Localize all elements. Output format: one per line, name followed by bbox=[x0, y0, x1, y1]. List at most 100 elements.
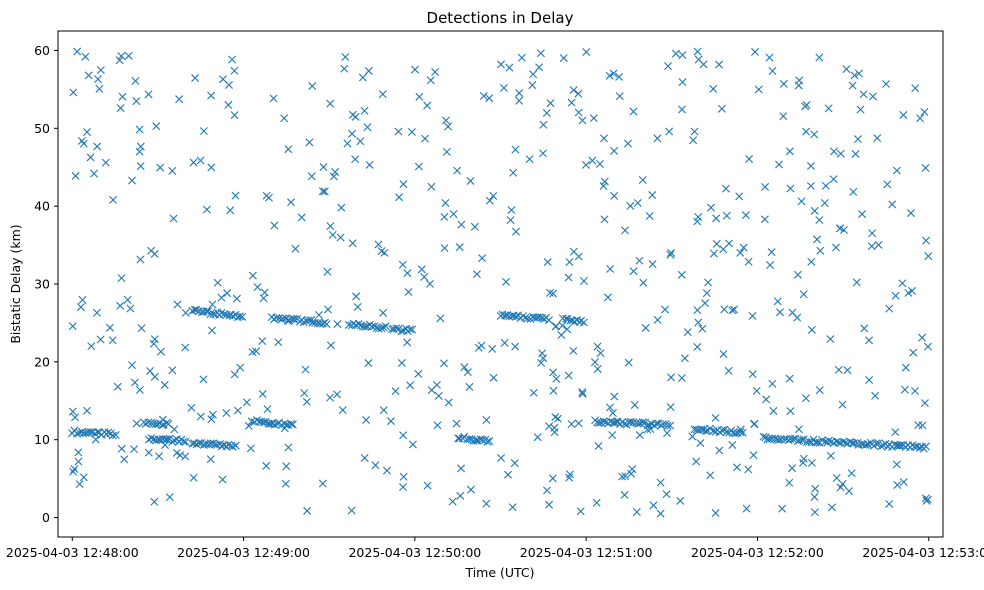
detection-point bbox=[898, 279, 907, 288]
detection-point bbox=[79, 473, 88, 482]
detection-point bbox=[268, 419, 277, 428]
detection-point bbox=[466, 485, 475, 494]
detection-point bbox=[287, 198, 296, 207]
detection-point bbox=[92, 308, 101, 317]
detection-point bbox=[150, 497, 159, 506]
detection-point bbox=[264, 193, 273, 202]
detection-point bbox=[567, 98, 576, 107]
detection-point bbox=[425, 279, 434, 288]
detection-point bbox=[754, 85, 763, 94]
detection-point bbox=[259, 418, 268, 427]
detection-point bbox=[511, 145, 520, 154]
detection-point bbox=[768, 67, 777, 75]
detection-point bbox=[574, 419, 583, 428]
detection-point bbox=[333, 390, 342, 399]
detection-point bbox=[322, 320, 331, 329]
detection-point bbox=[226, 206, 235, 215]
detection-point bbox=[836, 483, 845, 492]
detection-point bbox=[813, 235, 822, 244]
detection-point bbox=[578, 389, 587, 398]
detection-point bbox=[235, 312, 244, 321]
detection-point bbox=[326, 99, 335, 108]
detection-point bbox=[539, 120, 548, 129]
detection-point bbox=[474, 343, 483, 352]
detection-point bbox=[217, 293, 226, 302]
detection-point bbox=[199, 375, 208, 384]
detection-point bbox=[659, 420, 668, 429]
detection-point bbox=[589, 114, 598, 123]
detection-point bbox=[850, 71, 859, 80]
detection-point bbox=[829, 175, 838, 184]
detection-point bbox=[505, 63, 514, 72]
detection-point bbox=[258, 337, 267, 346]
detection-point bbox=[896, 441, 905, 450]
detection-point bbox=[284, 443, 293, 452]
detection-point bbox=[136, 142, 145, 151]
detection-point bbox=[615, 92, 624, 101]
detection-point bbox=[779, 79, 788, 88]
detection-point bbox=[609, 69, 618, 78]
detection-point bbox=[362, 416, 371, 425]
detection-point bbox=[187, 403, 196, 412]
detection-point bbox=[146, 366, 155, 375]
detection-point bbox=[750, 419, 759, 428]
detection-point bbox=[543, 258, 552, 267]
detection-point bbox=[911, 386, 920, 395]
detection-point bbox=[706, 471, 715, 480]
detection-point bbox=[131, 76, 140, 85]
detection-point bbox=[444, 122, 453, 131]
detection-point bbox=[909, 348, 918, 357]
detection-point bbox=[426, 76, 435, 85]
detection-point bbox=[506, 216, 515, 225]
detection-point bbox=[605, 403, 614, 412]
detection-point bbox=[536, 49, 545, 58]
detection-point bbox=[816, 246, 825, 255]
detection-point bbox=[76, 303, 85, 312]
detection-point bbox=[728, 306, 737, 315]
detection-point bbox=[805, 437, 814, 446]
detection-point bbox=[621, 472, 630, 481]
detection-point bbox=[635, 431, 644, 440]
detection-point bbox=[739, 243, 748, 252]
detection-point bbox=[351, 155, 360, 164]
detection-point bbox=[885, 499, 894, 508]
detection-point bbox=[567, 420, 576, 429]
detection-point bbox=[420, 272, 429, 281]
detection-point bbox=[231, 441, 240, 450]
detection-point bbox=[696, 439, 705, 448]
detection-point bbox=[815, 216, 824, 225]
detection-point bbox=[578, 388, 587, 397]
x-axis: 2025-04-03 12:48:00 2025-04-03 12:49:00 20… bbox=[6, 537, 984, 560]
detection-point bbox=[397, 327, 406, 336]
detection-point bbox=[136, 162, 145, 171]
x-tick-label: 2025-04-03 12:50:00 bbox=[348, 545, 481, 560]
detection-point bbox=[398, 260, 407, 269]
detection-point bbox=[832, 243, 841, 252]
detection-point bbox=[382, 466, 391, 475]
detection-point bbox=[323, 305, 332, 314]
detection-point bbox=[196, 156, 205, 165]
detection-point bbox=[847, 469, 856, 478]
detection-point bbox=[921, 494, 930, 503]
detection-point bbox=[629, 107, 638, 116]
detection-point bbox=[871, 391, 880, 400]
detection-point bbox=[404, 287, 413, 296]
detection-point bbox=[779, 435, 788, 444]
detection-point bbox=[820, 198, 829, 207]
detection-point bbox=[707, 203, 715, 212]
detection-point bbox=[86, 153, 95, 162]
detection-point bbox=[562, 314, 571, 323]
detection-point bbox=[643, 425, 652, 434]
detection-point bbox=[839, 437, 848, 446]
detection-point bbox=[280, 424, 289, 433]
detection-point bbox=[867, 242, 876, 251]
detection-point bbox=[433, 421, 442, 430]
detection-point bbox=[358, 73, 367, 82]
detection-point bbox=[96, 66, 105, 75]
detection-point bbox=[144, 90, 153, 99]
detection-point bbox=[160, 380, 169, 389]
detection-point bbox=[408, 440, 417, 449]
detection-point bbox=[922, 236, 931, 245]
detection-point bbox=[135, 147, 144, 156]
detection-point bbox=[70, 465, 79, 474]
